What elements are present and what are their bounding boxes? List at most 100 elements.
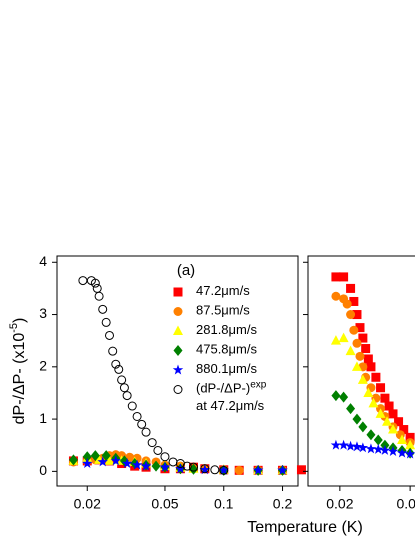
marker bbox=[122, 391, 132, 401]
x-tick-label: 0.02 bbox=[326, 496, 353, 512]
marker bbox=[388, 409, 398, 419]
marker bbox=[387, 446, 399, 456]
marker bbox=[121, 458, 133, 468]
legend-label-text: 47.2μm/s bbox=[196, 283, 250, 298]
marker bbox=[105, 330, 115, 340]
marker bbox=[352, 310, 362, 320]
x-axis-label: Temperature (K) bbox=[247, 519, 363, 536]
legend-marker bbox=[173, 287, 183, 297]
marker bbox=[384, 401, 394, 411]
x-tick-label: 0.05 bbox=[396, 496, 415, 512]
marker bbox=[92, 283, 102, 293]
y-tick-label: 1 bbox=[39, 410, 47, 426]
marker bbox=[119, 383, 129, 393]
marker bbox=[355, 351, 365, 361]
marker bbox=[277, 464, 288, 475]
marker bbox=[339, 391, 349, 403]
y-tick-label: 0 bbox=[39, 462, 47, 478]
legend-label: 47.2μm/s bbox=[196, 283, 250, 298]
marker bbox=[338, 332, 349, 343]
y-axis-label-end: ) bbox=[11, 318, 28, 323]
marker bbox=[331, 272, 341, 282]
x-tick-label: 0.2 bbox=[273, 496, 293, 512]
marker bbox=[342, 299, 352, 309]
marker bbox=[199, 464, 211, 475]
marker bbox=[101, 317, 111, 327]
marker bbox=[388, 424, 399, 434]
marker bbox=[131, 459, 143, 470]
marker bbox=[210, 465, 220, 475]
marker bbox=[153, 445, 163, 455]
marker bbox=[331, 291, 341, 301]
marker bbox=[104, 455, 115, 465]
marker bbox=[90, 278, 100, 288]
marker bbox=[82, 451, 92, 463]
marker bbox=[375, 408, 386, 418]
marker bbox=[114, 364, 124, 374]
marker bbox=[361, 344, 371, 354]
marker bbox=[127, 401, 137, 411]
marker bbox=[141, 427, 151, 437]
marker bbox=[365, 443, 377, 454]
legend-label-text: 87.5μm/s bbox=[196, 303, 250, 318]
marker bbox=[357, 374, 368, 384]
marker bbox=[380, 393, 390, 403]
marker bbox=[405, 432, 415, 442]
marker bbox=[349, 325, 359, 335]
marker bbox=[366, 429, 376, 441]
legend-label-text: 281.8μm/s bbox=[196, 322, 257, 337]
plot-frame bbox=[56, 255, 299, 487]
legend-label: 87.5μm/s bbox=[196, 303, 250, 318]
marker bbox=[90, 450, 100, 462]
marker bbox=[78, 276, 88, 286]
legend-marker bbox=[173, 385, 183, 394]
marker bbox=[252, 464, 264, 475]
legend-label-sup: exp bbox=[250, 379, 267, 390]
x-tick-label: 0.1 bbox=[214, 496, 234, 512]
marker bbox=[346, 310, 356, 320]
marker bbox=[345, 345, 356, 356]
marker bbox=[338, 439, 349, 450]
plot-frame bbox=[307, 255, 415, 487]
marker bbox=[345, 440, 356, 451]
marker bbox=[330, 335, 341, 345]
marker bbox=[140, 460, 152, 471]
marker bbox=[368, 397, 379, 408]
x-tick-label: 0.05 bbox=[151, 496, 178, 512]
y-tick-label: 2 bbox=[39, 358, 47, 374]
marker bbox=[331, 390, 341, 402]
marker bbox=[296, 465, 306, 475]
marker bbox=[108, 346, 118, 356]
y-axis-label-main: dP-/ΔP- (x10 bbox=[11, 333, 28, 425]
marker bbox=[160, 452, 170, 462]
legend-label-text: (dP-/ΔP-) bbox=[196, 381, 250, 396]
marker bbox=[349, 296, 359, 306]
legend-label-line2: at 47.2μm/s bbox=[196, 398, 265, 413]
legend-marker bbox=[173, 307, 183, 316]
legend-label: (dP-/ΔP-)exp bbox=[196, 379, 267, 396]
marker bbox=[379, 444, 391, 455]
marker bbox=[397, 434, 408, 444]
marker bbox=[151, 460, 161, 472]
marker bbox=[188, 462, 198, 472]
panel-label: (a) bbox=[177, 262, 195, 279]
marker bbox=[339, 272, 349, 282]
marker bbox=[132, 411, 142, 421]
marker bbox=[363, 354, 373, 364]
marker bbox=[376, 383, 386, 393]
marker bbox=[159, 461, 171, 472]
marker bbox=[218, 464, 229, 475]
marker bbox=[371, 372, 381, 382]
marker bbox=[234, 465, 244, 475]
marker bbox=[399, 425, 409, 435]
x-tick-label: 0.02 bbox=[74, 496, 101, 512]
marker bbox=[351, 441, 363, 452]
marker bbox=[382, 416, 393, 426]
y-tick-label: 3 bbox=[39, 305, 47, 321]
marker bbox=[175, 463, 186, 474]
legend-marker bbox=[173, 325, 183, 335]
marker bbox=[346, 283, 356, 293]
legend-label-text: 880.1μm/s bbox=[196, 361, 257, 376]
marker bbox=[219, 465, 229, 475]
